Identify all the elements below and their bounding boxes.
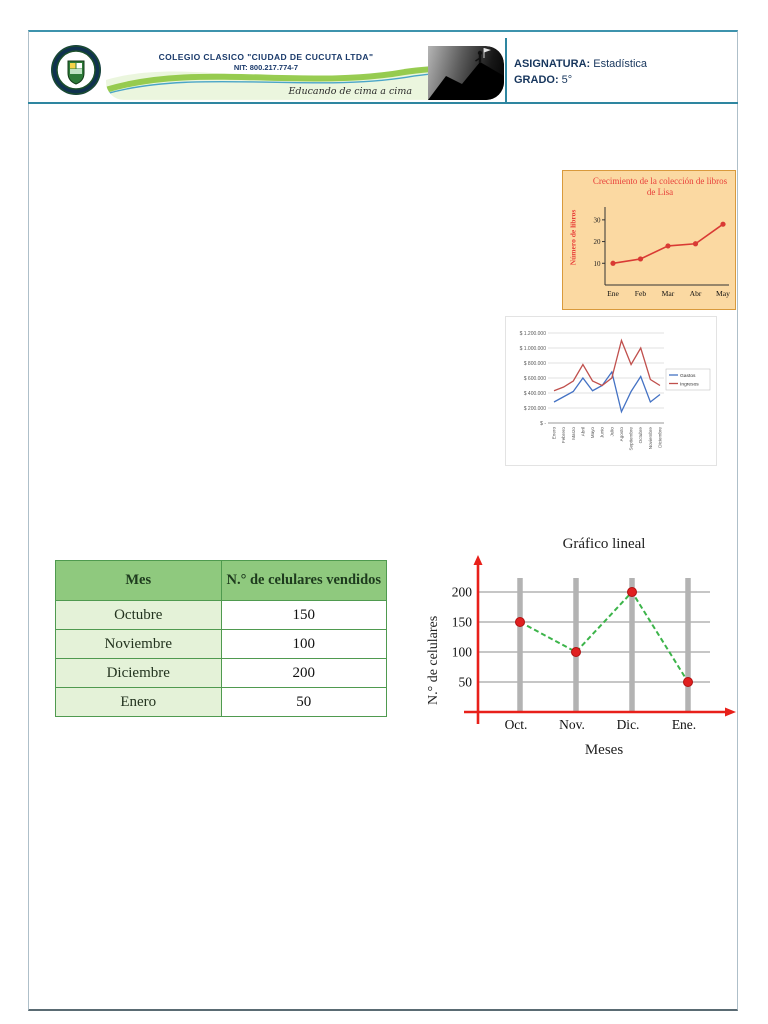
- cell-mes: Noviembre: [55, 629, 222, 659]
- lisa-chart-title: Crecimiento de la colección de libros de…: [592, 176, 728, 197]
- svg-text:10: 10: [594, 260, 602, 268]
- svg-text:$ -: $ -: [540, 421, 546, 427]
- svg-text:Nov.: Nov.: [559, 717, 585, 732]
- table-header-ventas: N.° de celulares vendidos: [220, 560, 388, 601]
- svg-text:Ene.: Ene.: [672, 717, 696, 732]
- svg-text:Feb: Feb: [635, 289, 647, 298]
- svg-text:$ 1.000.000: $ 1.000.000: [520, 346, 547, 352]
- finance-chart-plot: $ - $ 200.000 $ 400.000 $ 600.000 $ 800.000 $…: [520, 331, 711, 451]
- table-header-row: Mes N.° de celulares vendidos: [55, 560, 388, 601]
- table-row: Noviembre 100: [55, 629, 388, 659]
- sales-table-body: Octubre 150 Noviembre 100 Diciembre 200 Enero 5…: [55, 600, 388, 717]
- cell-ventas: 100: [220, 629, 388, 659]
- school-nit: NIT: 800.217.774-7: [233, 63, 299, 72]
- svg-text:20: 20: [594, 238, 602, 246]
- cell-ventas: 150: [220, 600, 388, 630]
- svg-text:150: 150: [452, 615, 473, 630]
- school-name: COLEGIO CLASICO "CIUDAD DE CUCUTA LTDA": [158, 52, 374, 62]
- table-row: Enero 50: [55, 687, 388, 717]
- svg-text:Agosto: Agosto: [619, 427, 624, 442]
- grafico-lineal-chart: Gráfico lineal N.° de celulares 200 150 10…: [424, 528, 740, 766]
- svg-text:Septiembre: Septiembre: [629, 427, 634, 451]
- svg-text:30: 30: [594, 216, 602, 224]
- svg-text:$ 1.200.000: $ 1.200.000: [520, 331, 547, 337]
- grafico-lineal-ylabel: N.° de celulares: [426, 615, 441, 705]
- svg-text:Abril: Abril: [580, 427, 585, 436]
- svg-text:$ 400.000: $ 400.000: [524, 391, 546, 397]
- svg-text:Abr: Abr: [690, 289, 702, 298]
- grafico-lineal-plot: 200 150 100 50 Oct. Nov. Dic. Ene.: [452, 555, 736, 732]
- svg-text:Ingresos: Ingresos: [680, 381, 699, 387]
- svg-text:Marzo: Marzo: [571, 427, 576, 440]
- cell-mes: Enero: [55, 687, 222, 717]
- svg-text:$ 800.000: $ 800.000: [524, 361, 546, 367]
- school-logo: [50, 44, 102, 96]
- grafico-lineal-title: Gráfico lineal: [562, 536, 646, 552]
- svg-text:Noviembre: Noviembre: [648, 427, 653, 450]
- grado-label: GRADO:: [514, 74, 559, 86]
- svg-text:Dic.: Dic.: [617, 717, 640, 732]
- course-info: ASIGNATURA: Estadística GRADO: 5°: [514, 56, 647, 88]
- cell-mes: Diciembre: [55, 658, 222, 688]
- svg-text:Gastos: Gastos: [680, 373, 696, 379]
- school-motto: Educando de cima a cima: [288, 86, 412, 97]
- cell-ventas: 50: [220, 687, 388, 717]
- page-border-frame: [28, 30, 738, 1011]
- table-header-mes: Mes: [55, 560, 222, 601]
- school-crest-icon: [51, 45, 101, 95]
- banner-text: COLEGIO CLASICO "CIUDAD DE CUCUTA LTDA" …: [114, 52, 418, 72]
- svg-text:Diciembre: Diciembre: [658, 427, 663, 448]
- svg-text:May: May: [716, 289, 730, 298]
- svg-text:50: 50: [459, 675, 473, 690]
- table-row: Octubre 150: [55, 600, 388, 630]
- cell-ventas: 200: [220, 658, 388, 688]
- svg-text:$ 600.000: $ 600.000: [524, 376, 546, 382]
- grado-value: 5°: [561, 74, 573, 86]
- grafico-lineal-xlabel: Meses: [584, 742, 624, 758]
- svg-text:Enero: Enero: [552, 427, 557, 440]
- lisa-books-chart: Crecimiento de la colección de libros de…: [562, 170, 736, 310]
- grado-line: GRADO: 5°: [514, 72, 647, 88]
- sales-table: Mes N.° de celulares vendidos Octubre 150…: [55, 560, 388, 717]
- svg-text:Ene: Ene: [607, 289, 619, 298]
- svg-text:Febrero: Febrero: [561, 427, 566, 444]
- svg-text:Mayo: Mayo: [590, 427, 595, 439]
- svg-text:$ 200.000: $ 200.000: [524, 406, 546, 412]
- lisa-chart-ylabel: Número de libros: [568, 209, 578, 266]
- svg-text:Oct.: Oct.: [505, 717, 528, 732]
- table-row: Diciembre 200: [55, 658, 388, 688]
- svg-text:Junio: Junio: [600, 427, 605, 438]
- cell-mes: Octubre: [55, 600, 222, 630]
- asignatura-value: Estadística: [593, 58, 648, 70]
- lisa-chart-plot: 10 20 30 Ene Feb Mar Abr May: [594, 207, 730, 298]
- header-divider: [505, 38, 507, 103]
- svg-text:Mar: Mar: [662, 289, 675, 298]
- header-rule: [28, 102, 738, 104]
- svg-text:Julio: Julio: [609, 427, 614, 437]
- asignatura-line: ASIGNATURA: Estadística: [514, 56, 647, 72]
- svg-text:Octubre: Octubre: [638, 427, 643, 444]
- finance-chart: $ - $ 200.000 $ 400.000 $ 600.000 $ 800.000 $…: [505, 316, 717, 466]
- school-banner: COLEGIO CLASICO "CIUDAD DE CUCUTA LTDA" …: [106, 46, 504, 100]
- svg-text:100: 100: [452, 645, 473, 660]
- climber-silhouette-icon: [428, 48, 504, 100]
- svg-text:200: 200: [452, 585, 473, 600]
- sales-table-head: Mes N.° de celulares vendidos: [55, 560, 388, 601]
- climber-image: [428, 46, 504, 100]
- asignatura-label: ASIGNATURA:: [514, 58, 591, 70]
